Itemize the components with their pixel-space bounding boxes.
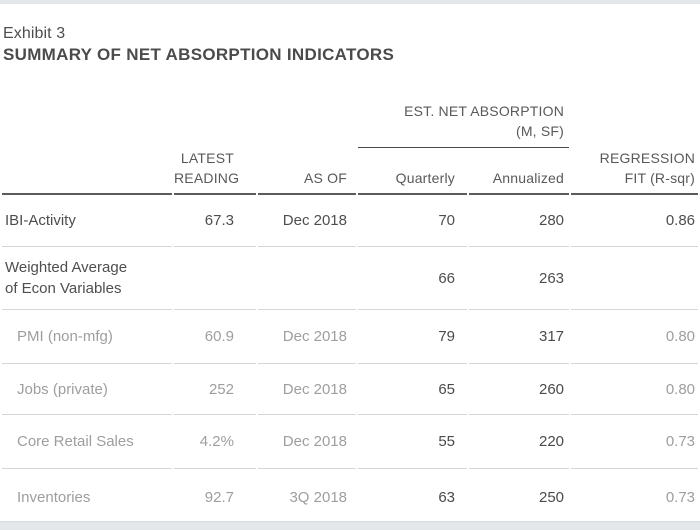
col-header-annualized: Annualized: [469, 148, 570, 195]
row-label: Weighted Average of Econ Variables: [2, 247, 172, 310]
cell-annualized: 263: [469, 247, 570, 310]
cell-annualized: 260: [469, 364, 570, 415]
group-header-est-net-absorption: EST. NET ABSORPTION (M, SF): [358, 95, 570, 148]
table-row-weighted-average: Weighted Average of Econ Variables 66 26…: [2, 247, 699, 310]
col-header-indicator: [2, 148, 172, 195]
cell-annualized: 250: [538, 489, 565, 506]
group-header-row: EST. NET ABSORPTION (M, SF): [2, 95, 698, 148]
col-header-quarterly: Quarterly: [358, 148, 467, 195]
cell-regression-fit: [571, 247, 699, 310]
indicators-table: EST. NET ABSORPTION (M, SF) LATEST READI…: [0, 95, 700, 526]
col-header-regression-line2: FIT (R-sqr): [624, 170, 696, 186]
col-header-regression-fit: REGRESSION FIT (R-sqr): [571, 148, 699, 195]
cell-as-of: 3Q 2018: [289, 489, 347, 506]
cell-regression-fit: 0.80: [571, 310, 699, 364]
row-label: PMI (non-mfg): [2, 310, 172, 364]
col-header-latest-line2: READING: [174, 170, 240, 186]
page-title: SUMMARY OF NET ABSORPTION INDICATORS: [3, 45, 395, 64]
cell-quarterly: 55: [358, 415, 467, 469]
cell-quarterly: 63: [438, 489, 455, 506]
cell-as-of: Dec 2018: [258, 415, 356, 469]
row-label: Jobs (private): [2, 364, 172, 415]
cell-annualized: 220: [469, 415, 570, 469]
group-header-line1: EST. NET ABSORPTION: [404, 103, 565, 119]
table-row-pmi: PMI (non-mfg) 60.9 Dec 2018 79 317 0.80: [2, 310, 699, 364]
cell-as-of: Dec 2018: [258, 310, 356, 364]
cell-regression-fit: 0.86: [571, 195, 699, 247]
column-header-row: LATEST READING AS OF Quarterly Annualize…: [2, 148, 699, 195]
page-top-edge: [0, 0, 700, 4]
cell-as-of: [258, 247, 356, 310]
exhibit-label: Exhibit 3: [3, 25, 66, 42]
group-header-spacer: [2, 95, 356, 148]
cell-quarterly: 65: [358, 364, 467, 415]
cell-latest-reading: 92.7: [204, 489, 234, 506]
cell-regression-fit: 0.73: [571, 415, 699, 469]
cell-as-of: Dec 2018: [258, 364, 356, 415]
cell-latest-reading: [174, 247, 256, 310]
col-header-latest-reading: LATEST READING: [174, 148, 256, 195]
col-header-regression-line1: REGRESSION: [599, 150, 696, 166]
cell-annualized: 280: [469, 195, 570, 247]
row-label: Core Retail Sales: [2, 415, 172, 469]
cell-quarterly: 79: [358, 310, 467, 364]
cell-annualized: 317: [469, 310, 570, 364]
col-header-latest-line1: LATEST: [180, 150, 234, 166]
page-bottom-edge: [0, 521, 700, 530]
cell-latest-reading: 252: [174, 364, 256, 415]
row-label: IBI-Activity: [2, 195, 172, 247]
table-row-jobs: Jobs (private) 252 Dec 2018 65 260 0.80: [2, 364, 699, 415]
group-header-line2: (M, SF): [515, 123, 565, 139]
cell-regression-fit: 0.73: [665, 489, 696, 506]
cell-quarterly: 66: [358, 247, 467, 310]
row-label: Inventories: [17, 489, 91, 506]
title-block: Exhibit 3 SUMMARY OF NET ABSORPTION INDI…: [3, 24, 700, 65]
table-row-core-retail-sales: Core Retail Sales 4.2% Dec 2018 55 220 0…: [2, 415, 699, 469]
cell-as-of: Dec 2018: [258, 195, 356, 247]
cell-latest-reading: 67.3: [174, 195, 256, 247]
cell-quarterly: 70: [358, 195, 467, 247]
col-header-as-of: AS OF: [258, 148, 356, 195]
table-row-ibi-activity: IBI-Activity 67.3 Dec 2018 70 280 0.86: [2, 195, 699, 247]
cell-latest-reading: 4.2%: [174, 415, 256, 469]
group-header-spacer-right: [571, 95, 698, 148]
table-row-inventories: Inventories 92.7 3Q 2018 63 250 0.73: [2, 469, 698, 526]
cell-regression-fit: 0.80: [571, 364, 699, 415]
cell-latest-reading: 60.9: [174, 310, 256, 364]
